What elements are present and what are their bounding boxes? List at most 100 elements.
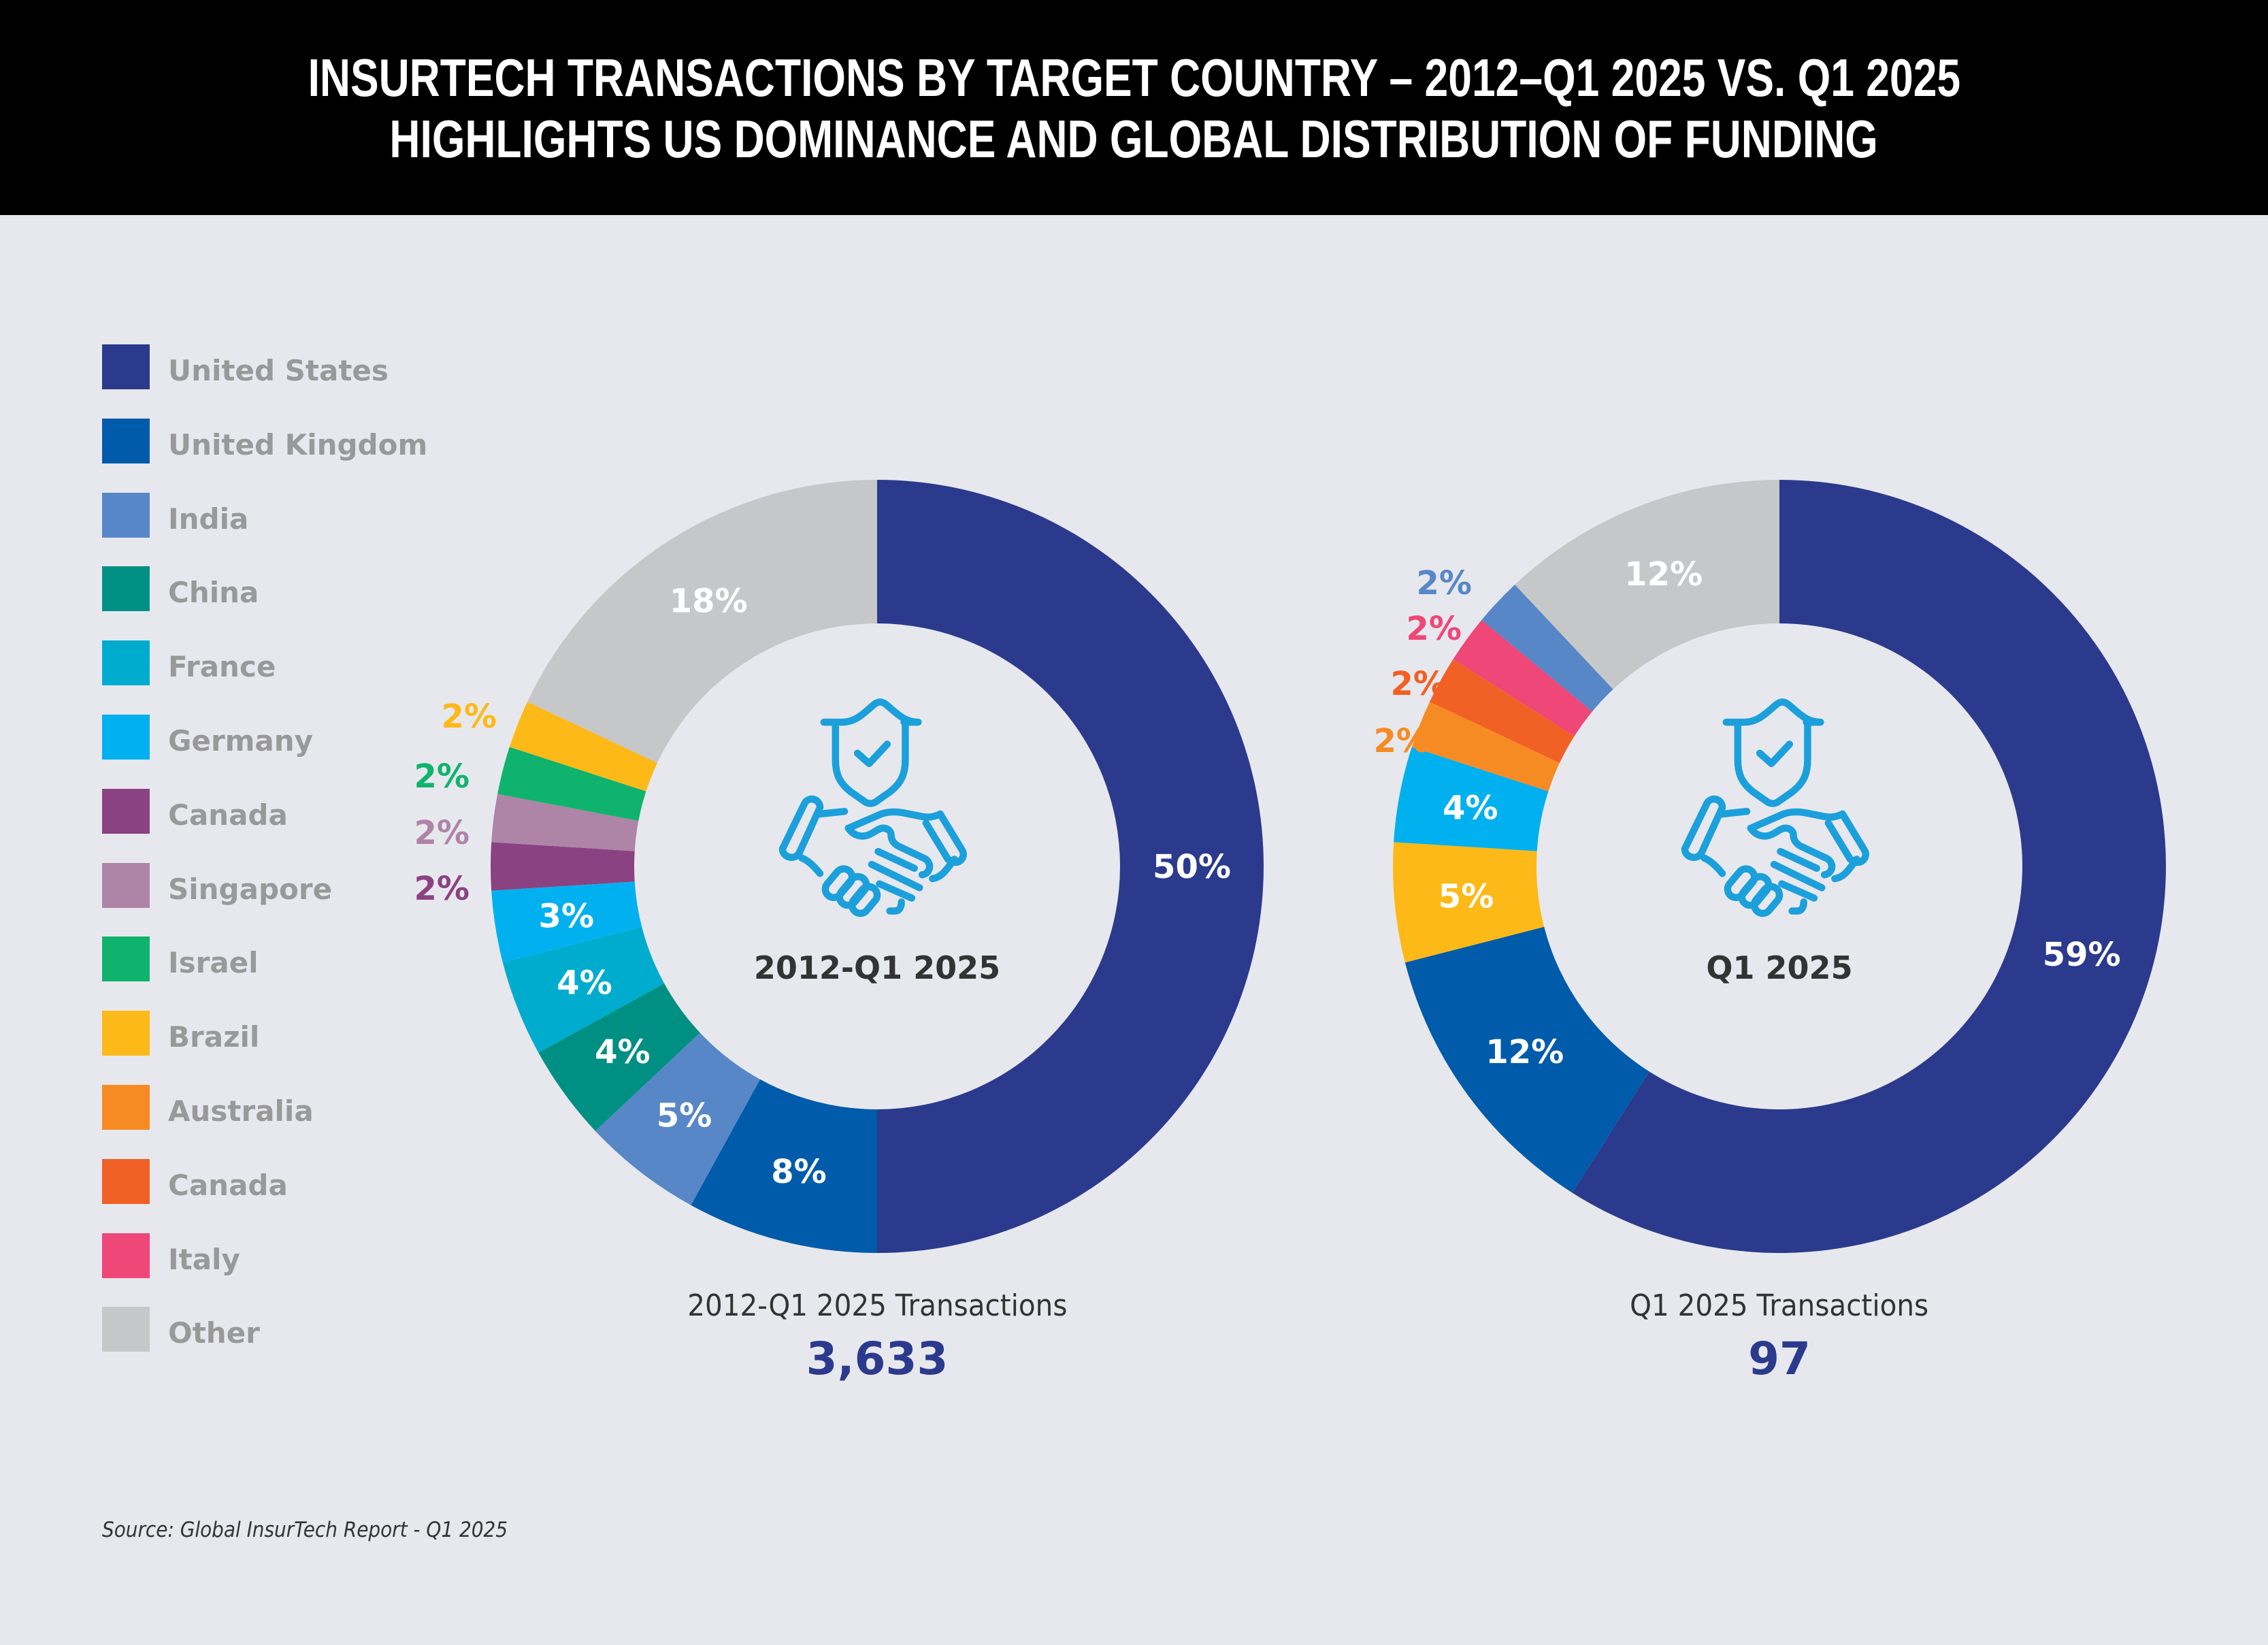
slice-label-singapore: 2% (414, 814, 470, 852)
slice-label-germany: 4% (1443, 789, 1498, 827)
legend-swatch (102, 715, 150, 760)
chart-title-line-1: INSURTECH TRANSACTIONS BY TARGET COUNTRY… (0, 50, 2268, 105)
legend-swatch (102, 936, 150, 982)
legend-label: Singapore (168, 872, 333, 906)
donut-slice-united-kingdom (1404, 926, 1649, 1193)
legend-item: Italy (102, 1233, 510, 1281)
legend-swatch (102, 1307, 150, 1352)
slice-label-china: 4% (595, 1033, 651, 1071)
legend-item: Australia (102, 1085, 510, 1133)
slice-label-canada: 2% (414, 870, 470, 908)
legend-item: Germany (102, 715, 510, 762)
slice-label-germany: 3% (538, 897, 594, 935)
donut-slice-france (502, 926, 665, 1053)
legend-label: Italy (168, 1242, 240, 1276)
shield-handshake-icon (1681, 698, 1869, 917)
legend-item: Canada (102, 788, 510, 836)
legend-item: France (102, 640, 510, 688)
donut-slice-india (595, 1032, 761, 1205)
legend-label: Brazil (168, 1020, 260, 1054)
donut-center-label: Q1 2025 (1706, 949, 1852, 986)
donut-slice-brazil (509, 702, 657, 792)
donut-slice-united-states (1572, 480, 2166, 1253)
shield-handshake-icon (778, 698, 967, 917)
legend-swatch (102, 344, 150, 389)
donut-slice-germany (491, 881, 642, 963)
slice-label-united-kingdom: 8% (771, 1153, 827, 1191)
donut-slice-israel (497, 747, 646, 821)
legend-item: China (102, 566, 510, 614)
donut-slice-australia (1411, 702, 1560, 792)
slice-label-italy: 2% (1407, 610, 1462, 648)
legend-swatch (102, 640, 150, 686)
legend-swatch (102, 1158, 150, 1204)
donut-slice-brazil (1393, 842, 1545, 963)
legend-swatch (102, 492, 150, 538)
slice-label-brazil: 5% (1439, 878, 1494, 916)
legend-swatch (102, 788, 150, 834)
legend-label: Israel (168, 946, 259, 980)
caption-q1-2025: Q1 2025 Transactions (1507, 1288, 2052, 1323)
slice-label-australia: 2% (1374, 722, 1430, 760)
legend-item: Israel (102, 936, 510, 984)
source-note: Source: Global InsurTech Report - Q1 202… (102, 1518, 553, 1542)
legend-label: Canada (168, 1168, 288, 1202)
chart-title-line-2: HIGHLIGHTS US DOMINANCE AND GLOBAL DISTR… (0, 112, 2268, 166)
legend-label: United Kingdom (168, 427, 428, 461)
donut-slice-other (527, 480, 877, 763)
caption-2012-q1-2025-text: 2012-Q1 2025 Transactions (687, 1288, 1068, 1323)
slice-label-france: 4% (557, 964, 612, 1002)
caption-2012-q1-2025: 2012-Q1 2025 Transactions (605, 1288, 1149, 1323)
donut-slice-singapore (491, 794, 639, 851)
donut-slice-canada (491, 842, 635, 891)
donut-slice-india (1481, 584, 1613, 712)
legend-swatch (102, 418, 150, 463)
legend-label: Other (168, 1316, 260, 1350)
source-note-text: Source: Global InsurTech Report - Q1 202… (102, 1518, 508, 1542)
legend-item: United States (102, 344, 510, 392)
legend-swatch (102, 1085, 150, 1130)
donut-slice-canada (1430, 659, 1575, 763)
slice-label-united-states: 50% (1153, 848, 1231, 886)
legend-label: Germany (168, 724, 314, 758)
total-2012-q1-2025: 3,633 (806, 1333, 949, 1385)
total-q1-2025: 97 (1748, 1333, 1811, 1385)
legend-item: Singapore (102, 862, 510, 911)
legend-label: France (168, 650, 276, 684)
slice-label-india: 2% (1417, 564, 1473, 602)
donut-slice-united-kingdom (691, 1079, 877, 1253)
chart-title-line-1-text: INSURTECH TRANSACTIONS BY TARGET COUNTRY… (308, 48, 1960, 108)
donut-slice-germany (1394, 747, 1549, 851)
legend-label: Canada (168, 798, 288, 832)
slice-label-brazil: 2% (442, 698, 497, 736)
legend-item: India (102, 492, 510, 540)
slice-label-other: 12% (1624, 555, 1703, 593)
legend-swatch (102, 1233, 150, 1278)
legend-label: China (168, 576, 259, 610)
slice-label-israel: 2% (414, 758, 470, 796)
legend-item: Brazil (102, 1011, 510, 1058)
legend-label: Australia (168, 1094, 314, 1128)
header-banner: INSURTECH TRANSACTIONS BY TARGET COUNTRY… (0, 0, 2268, 215)
slice-label-united-states: 59% (2043, 936, 2121, 974)
donut-slice-china (538, 983, 700, 1131)
donut-center-label: 2012-Q1 2025 (754, 949, 1000, 986)
donut-slice-united-states (877, 480, 1264, 1253)
legend-label: United States (168, 354, 389, 387)
slice-label-other: 18% (670, 582, 748, 620)
legend-swatch (102, 1011, 150, 1056)
legend-item: Other (102, 1307, 510, 1354)
legend-label: India (168, 502, 249, 536)
legend-swatch (102, 566, 150, 612)
legend-item: Canada (102, 1158, 510, 1207)
donut-chart-q1-2025: 59% 12% 5% 4% 2% 2% 2% 2% 12% Q1 2025 (1374, 480, 2166, 1253)
slice-label-india: 5% (657, 1096, 712, 1135)
legend-swatch (102, 862, 150, 908)
slice-label-canada: 2% (1391, 665, 1447, 703)
donut-chart-2012-q1-2025: 50%8%5%4%4%3%2%2%2%2%18% 2012-Q1 2025 (414, 480, 1264, 1253)
legend-item: United Kingdom (102, 418, 510, 466)
donut-slice-italy (1453, 619, 1592, 736)
slice-label-united-kingdom: 12% (1485, 1033, 1564, 1071)
donut-slice-other (1515, 480, 1779, 689)
